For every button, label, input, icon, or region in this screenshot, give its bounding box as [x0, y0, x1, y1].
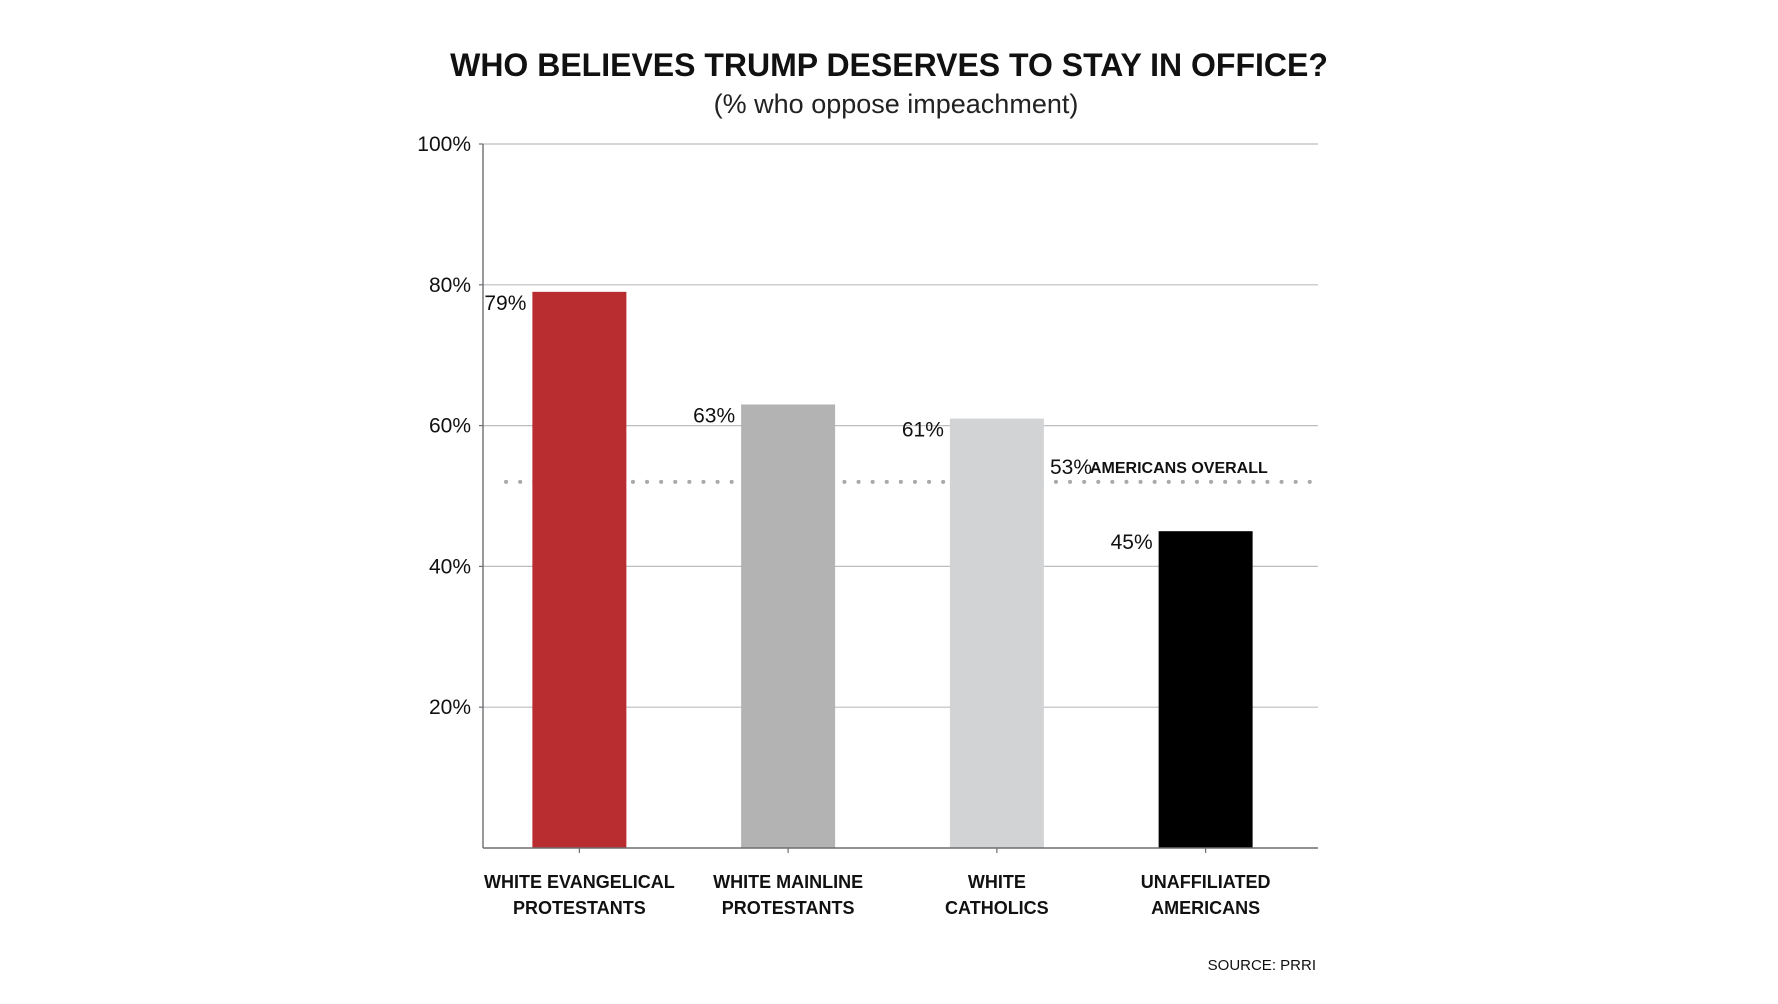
axes [479, 143, 1318, 853]
data-label-3: 61% [902, 419, 944, 442]
category-label-2-line-1: WHITE MAINLINE [713, 872, 863, 892]
bars [532, 291, 1253, 849]
source-note: SOURCE: PRRI [1208, 957, 1316, 974]
category-label-2-line-2: PROTESTANTS [722, 898, 855, 918]
data-label-4: 45% [1111, 531, 1153, 554]
y-tick-label-60: 60% [429, 415, 471, 438]
category-label-4-line-2: AMERICANS [1151, 898, 1260, 918]
labels: 20% 40% 60% 80% 100% 79% WHITE EVANGELICAL PROT… [417, 133, 1270, 918]
data-label-1: 79% [484, 292, 526, 315]
category-label-3-line-1: WHITE [968, 872, 1026, 892]
category-label-1-line-1: WHITE EVANGELICAL [484, 872, 675, 892]
y-tick-label-40: 40% [429, 555, 471, 578]
reference-line-label: AMERICANS OVERALL [1090, 460, 1268, 477]
reference-line-value: 53% [1050, 456, 1092, 479]
y-tick-label-100: 100% [417, 133, 471, 156]
bar-2 [741, 404, 836, 848]
bar-1 [532, 291, 627, 849]
category-label-1-line-2: PROTESTANTS [513, 898, 646, 918]
chart-title: WHO BELIEVES TRUMP DESERVES TO STAY IN O… [450, 47, 1328, 83]
chart-subtitle: (% who oppose impeachment) [714, 89, 1079, 119]
category-label-4-line-1: UNAFFILIATED [1141, 872, 1271, 892]
y-tick-label-80: 80% [429, 274, 471, 297]
category-label-3-line-2: CATHOLICS [945, 898, 1049, 918]
bar-4 [1158, 531, 1253, 848]
bar-3 [949, 418, 1044, 848]
y-tick-label-20: 20% [429, 696, 471, 719]
data-label-2: 63% [693, 404, 735, 427]
